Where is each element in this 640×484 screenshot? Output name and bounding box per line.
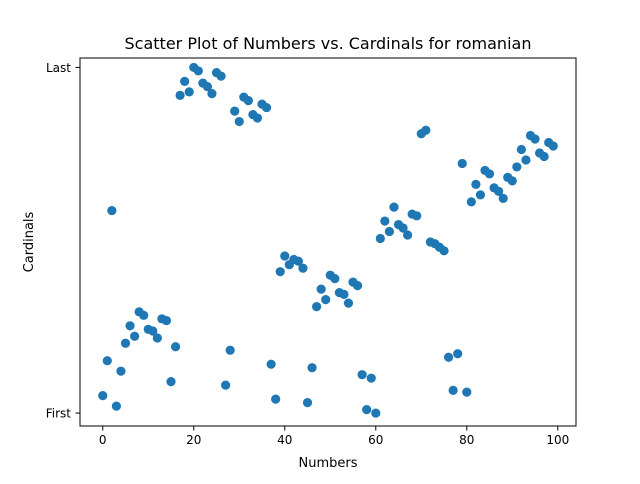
chart-title: Scatter Plot of Numbers vs. Cardinals fo… — [125, 34, 532, 53]
data-point — [280, 251, 290, 261]
data-point — [539, 151, 549, 162]
data-point — [243, 96, 253, 106]
data-point — [152, 333, 162, 343]
data-point — [298, 263, 308, 273]
data-point — [307, 363, 317, 373]
data-point — [403, 230, 413, 240]
data-point — [498, 193, 508, 203]
data-point — [457, 158, 467, 169]
data-point — [230, 106, 240, 116]
data-point — [466, 197, 476, 207]
data-point — [207, 89, 217, 99]
x-tick-label: 40 — [277, 433, 292, 447]
data-points — [98, 62, 558, 418]
data-point — [266, 359, 276, 369]
data-point — [484, 169, 495, 179]
data-point — [516, 144, 526, 155]
data-point — [321, 295, 331, 305]
data-point — [193, 66, 203, 76]
data-point — [293, 256, 304, 266]
data-point — [366, 373, 376, 383]
y-tick-label: First — [46, 407, 72, 421]
x-axis-label: Numbers — [299, 456, 358, 471]
data-point — [161, 315, 172, 326]
data-point — [448, 385, 458, 395]
data-point — [202, 82, 213, 92]
y-tick-label: Last — [46, 61, 71, 75]
data-point — [166, 377, 176, 387]
data-point — [339, 289, 349, 299]
data-point — [184, 87, 194, 97]
data-point — [362, 404, 372, 415]
data-point — [102, 356, 112, 366]
data-point — [180, 76, 190, 86]
y-axis-label: Cardinals — [22, 211, 37, 272]
data-point — [275, 267, 285, 277]
data-point — [234, 116, 244, 127]
data-point — [175, 90, 185, 100]
data-point — [443, 352, 454, 362]
data-point — [221, 380, 231, 390]
data-point — [475, 190, 486, 200]
x-axis-ticks: 0 20 40 60 80 100 — [99, 426, 569, 447]
data-point — [120, 338, 131, 348]
data-point — [343, 298, 354, 308]
data-point — [398, 223, 408, 233]
data-point — [139, 310, 149, 320]
data-point — [98, 391, 108, 401]
data-point — [225, 345, 235, 355]
data-point — [130, 331, 140, 341]
data-point — [330, 274, 340, 284]
data-point — [352, 281, 363, 291]
data-point — [252, 113, 263, 123]
data-point — [116, 366, 126, 376]
data-point — [302, 398, 313, 408]
data-point — [412, 211, 422, 221]
plot-area-background — [80, 58, 576, 426]
data-point — [357, 370, 367, 380]
data-point — [530, 134, 540, 144]
x-tick-label: 80 — [459, 433, 474, 447]
data-point — [371, 408, 381, 418]
data-point — [389, 202, 399, 212]
data-point — [107, 205, 117, 216]
data-point — [521, 155, 531, 165]
data-point — [421, 125, 431, 135]
x-tick-label: 100 — [546, 433, 569, 447]
data-point — [261, 102, 272, 113]
data-point — [507, 176, 517, 186]
data-point — [384, 226, 395, 237]
data-point — [125, 321, 135, 331]
data-point — [312, 301, 322, 312]
data-point — [148, 326, 158, 336]
x-tick-label: 20 — [186, 433, 201, 447]
data-point — [170, 342, 181, 352]
data-point — [548, 141, 558, 151]
data-point — [453, 349, 463, 359]
plot-frame — [79, 57, 577, 427]
data-point — [512, 162, 522, 172]
data-point — [316, 284, 326, 294]
data-point — [380, 216, 390, 226]
x-tick-label: 60 — [368, 433, 383, 447]
data-point — [471, 179, 481, 189]
data-point — [111, 401, 121, 411]
x-tick-label: 0 — [99, 433, 107, 447]
data-point — [271, 394, 281, 404]
data-point — [375, 233, 385, 244]
data-point — [462, 387, 472, 397]
y-axis-ticks: First Last — [46, 61, 80, 421]
data-point — [494, 186, 504, 196]
data-point — [439, 246, 449, 256]
data-point — [216, 71, 226, 81]
